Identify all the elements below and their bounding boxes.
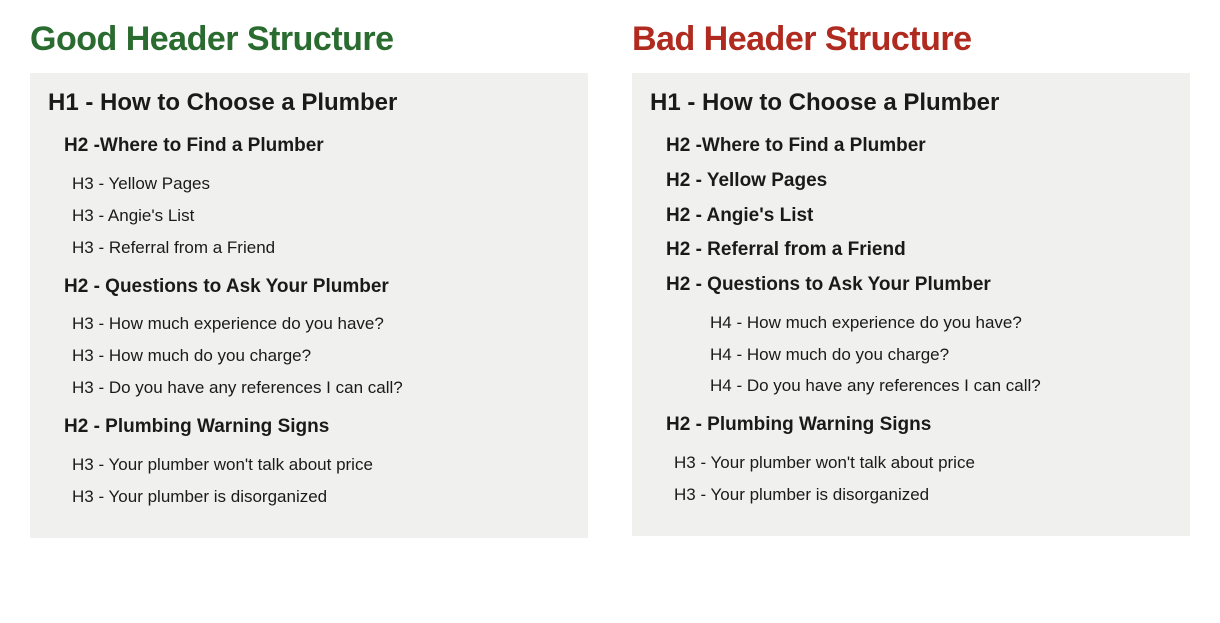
bad-column: Bad Header Structure H1 - How to Choose … [632, 20, 1190, 538]
good-column-title: Good Header Structure [30, 20, 588, 59]
good-item-6: H3 - How much experience do you have? [72, 313, 570, 336]
good-item-8: H3 - Do you have any references I can ca… [72, 377, 570, 400]
good-item-0: H1 - How to Choose a Plumber [48, 87, 570, 119]
good-item-9: H2 - Plumbing Warning Signs [64, 414, 570, 440]
good-item-4: H3 - Referral from a Friend [72, 237, 570, 260]
bad-item-4: H2 - Referral from a Friend [666, 237, 1172, 263]
bad-item-8: H4 - Do you have any references I can ca… [710, 375, 1172, 398]
good-item-5: H2 - Questions to Ask Your Plumber [64, 274, 570, 300]
good-item-3: H3 - Angie's List [72, 205, 570, 228]
good-item-10: H3 - Your plumber won't talk about price [72, 454, 570, 477]
good-item-2: H3 - Yellow Pages [72, 173, 570, 196]
bad-item-3: H2 - Angie's List [666, 203, 1172, 229]
comparison-columns: Good Header Structure H1 - How to Choose… [30, 20, 1190, 538]
bad-item-2: H2 - Yellow Pages [666, 168, 1172, 194]
good-column: Good Header Structure H1 - How to Choose… [30, 20, 588, 538]
bad-header-box: H1 - How to Choose a Plumber H2 -Where to… [632, 73, 1190, 536]
good-item-11: H3 - Your plumber is disorganized [72, 486, 570, 509]
bad-column-title: Bad Header Structure [632, 20, 1190, 59]
good-item-1: H2 -Where to Find a Plumber [64, 133, 570, 159]
bad-item-7: H4 - How much do you charge? [710, 344, 1172, 367]
bad-item-0: H1 - How to Choose a Plumber [650, 87, 1172, 119]
bad-item-11: H3 - Your plumber is disorganized [674, 484, 1172, 507]
bad-item-1: H2 -Where to Find a Plumber [666, 133, 1172, 159]
good-item-7: H3 - How much do you charge? [72, 345, 570, 368]
bad-item-5: H2 - Questions to Ask Your Plumber [666, 272, 1172, 298]
bad-item-10: H3 - Your plumber won't talk about price [674, 452, 1172, 475]
good-header-box: H1 - How to Choose a Plumber H2 -Where to… [30, 73, 588, 538]
bad-item-9: H2 - Plumbing Warning Signs [666, 412, 1172, 438]
bad-item-6: H4 - How much experience do you have? [710, 312, 1172, 335]
